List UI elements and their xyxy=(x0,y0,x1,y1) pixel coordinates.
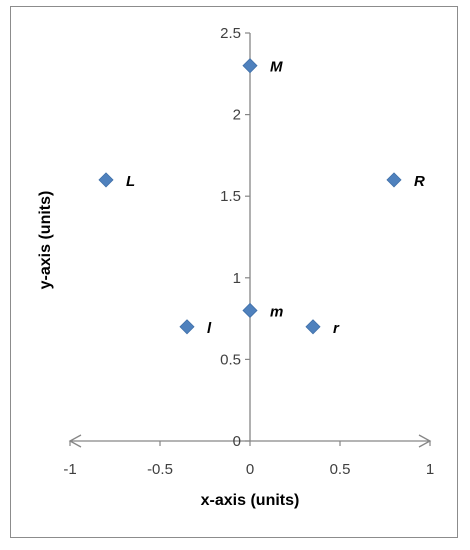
x-axis-title: x-axis (units) xyxy=(201,492,300,509)
point-label-l: l xyxy=(207,320,212,337)
data-point-m xyxy=(242,302,258,319)
point-labels: M L Rm l r xyxy=(126,59,425,337)
tick-labels: -1 -0.5 0 0.5 1 0 0.5 1 1.5 2 2.5 xyxy=(63,25,434,478)
data-point-M xyxy=(242,58,258,74)
x-tick-label: -1 xyxy=(63,461,76,478)
data-point-r xyxy=(305,319,321,335)
x-tick-label: 0 xyxy=(246,461,254,478)
y-tick-label: 2.5 xyxy=(220,25,241,42)
chart-area xyxy=(10,6,458,538)
y-tick-label: 2 xyxy=(233,107,241,124)
y-tick-label: 1 xyxy=(233,270,241,287)
point-label-R: R xyxy=(414,173,425,190)
y-tick-label: 0 xyxy=(233,433,241,450)
point-label-M: M xyxy=(270,59,283,76)
point-label-L: L xyxy=(126,173,135,190)
x-tick-label: 1 xyxy=(426,461,434,478)
x-tick-label: 0.5 xyxy=(330,461,351,478)
data-point-R xyxy=(386,172,402,188)
axes xyxy=(68,32,432,448)
y-tick-label: 0.5 xyxy=(220,351,241,368)
y-axis-title: y-axis (units) xyxy=(37,191,54,290)
data-points xyxy=(98,58,402,335)
point-label-m: m xyxy=(270,303,283,320)
data-point-L xyxy=(98,172,114,188)
point-label-r: r xyxy=(333,320,340,337)
data-point-l xyxy=(179,319,195,335)
y-tick-label: 1.5 xyxy=(220,188,241,205)
x-tick-label: -0.5 xyxy=(147,461,173,478)
